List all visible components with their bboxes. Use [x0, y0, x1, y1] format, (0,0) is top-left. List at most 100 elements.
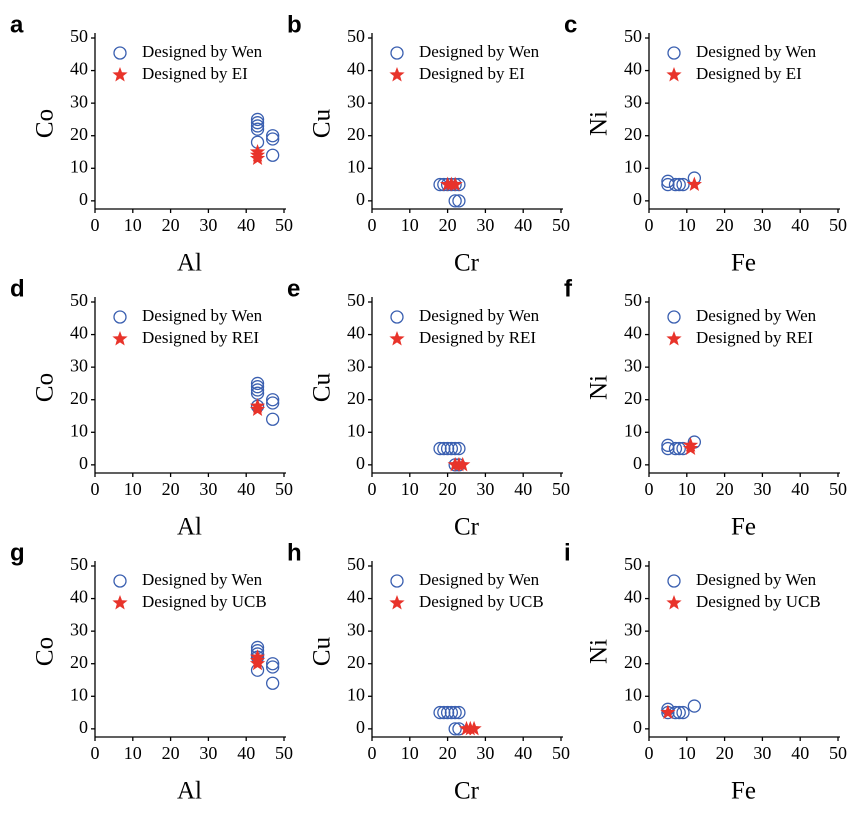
x-tick-label: 20 — [439, 479, 457, 499]
x-tick-label: 50 — [552, 479, 570, 499]
point — [676, 177, 690, 192]
x-tick-label: 10 — [678, 479, 696, 499]
point — [250, 380, 265, 394]
panel-label: d — [10, 275, 25, 302]
point — [266, 393, 280, 407]
x-tick-label: 10 — [401, 215, 419, 235]
panel-label: g — [10, 539, 25, 566]
point — [250, 116, 265, 130]
legend-marker — [667, 46, 681, 60]
y-tick-label: 10 — [70, 420, 88, 440]
x-tick-label: 40 — [791, 215, 809, 235]
legend-marker — [390, 574, 404, 588]
panel-label: c — [564, 11, 577, 38]
x-tick-label: 0 — [91, 215, 100, 235]
legend-label: Designed by Wen — [419, 306, 540, 325]
point — [249, 150, 266, 165]
y-tick-label: 30 — [347, 619, 365, 639]
legend-label: Designed by EI — [696, 64, 802, 83]
point — [686, 176, 702, 192]
x-tick-label: 30 — [753, 215, 771, 235]
x-tick-label: 50 — [829, 479, 847, 499]
panel-label: a — [10, 11, 24, 38]
x-tick-label: 0 — [645, 215, 654, 235]
point — [250, 119, 265, 133]
x-tick-label: 0 — [91, 479, 100, 499]
y-tick-label: 50 — [70, 554, 88, 574]
x-tick-label: 0 — [645, 479, 654, 499]
panel-label: h — [287, 539, 302, 566]
y-tick-label: 0 — [356, 453, 365, 473]
legend-marker — [113, 310, 127, 324]
y-tick-label: 40 — [70, 59, 88, 79]
y-tick-label: 30 — [70, 355, 88, 375]
y-tick-label: 0 — [79, 717, 88, 737]
y-tick-label: 50 — [624, 290, 642, 310]
point — [672, 705, 686, 720]
legend-marker — [390, 46, 404, 60]
y-tick-label: 30 — [347, 91, 365, 111]
legend-label: Designed by Wen — [419, 570, 540, 589]
y-tick-label: 20 — [70, 652, 88, 672]
point — [682, 437, 699, 452]
legend-marker — [113, 46, 127, 60]
x-tick-label: 40 — [237, 215, 255, 235]
x-tick-label: 40 — [514, 479, 532, 499]
y-tick-label: 10 — [347, 684, 365, 704]
y-tick-label: 10 — [70, 684, 88, 704]
point — [672, 177, 686, 192]
x-tick-label: 30 — [199, 743, 217, 763]
x-tick-label: 50 — [275, 743, 293, 763]
y-tick-label: 40 — [624, 59, 642, 79]
x-tick-label: 20 — [439, 215, 457, 235]
y-tick-label: 0 — [633, 717, 642, 737]
legend-label: Designed by Wen — [696, 570, 817, 589]
point — [661, 441, 675, 456]
point — [452, 441, 466, 456]
point — [249, 398, 266, 413]
panel-label: i — [564, 539, 571, 566]
legend-marker — [389, 67, 405, 82]
y-tick-label: 50 — [347, 554, 365, 574]
legend-marker — [112, 331, 128, 346]
point — [266, 657, 280, 671]
x-tick-label: 40 — [791, 479, 809, 499]
point — [249, 649, 266, 664]
y-axis-label: Co — [32, 373, 59, 402]
y-tick-label: 40 — [347, 323, 365, 343]
legend-label: Designed by Wen — [142, 42, 263, 61]
x-tick-label: 0 — [91, 743, 100, 763]
point — [676, 705, 690, 720]
y-tick-label: 20 — [624, 388, 642, 408]
point — [437, 705, 451, 720]
x-tick-label: 30 — [199, 479, 217, 499]
y-tick-label: 50 — [624, 554, 642, 574]
point — [448, 194, 462, 208]
y-axis-label: Cu — [309, 108, 336, 138]
x-tick-label: 0 — [645, 743, 654, 763]
y-tick-label: 10 — [624, 156, 642, 176]
x-tick-label: 50 — [275, 479, 293, 499]
x-tick-label: 0 — [368, 479, 377, 499]
y-tick-label: 40 — [70, 323, 88, 343]
y-tick-label: 40 — [347, 59, 365, 79]
point — [466, 720, 482, 736]
x-axis-label: Fe — [731, 514, 756, 541]
legend-marker — [389, 331, 405, 346]
y-axis-label: Ni — [586, 111, 613, 136]
point — [661, 438, 675, 452]
y-tick-label: 20 — [70, 388, 88, 408]
y-tick-label: 10 — [624, 420, 642, 440]
x-tick-label: 10 — [401, 479, 419, 499]
y-tick-label: 30 — [624, 619, 642, 639]
legend-label: Designed by REI — [696, 328, 813, 347]
point — [266, 148, 280, 162]
x-tick-label: 10 — [124, 743, 142, 763]
legend-label: Designed by EI — [142, 64, 248, 83]
x-tick-label: 10 — [678, 215, 696, 235]
x-tick-label: 50 — [829, 743, 847, 763]
x-axis-label: Fe — [731, 250, 756, 277]
x-tick-label: 20 — [716, 215, 734, 235]
point — [452, 705, 466, 720]
y-tick-label: 50 — [70, 26, 88, 46]
